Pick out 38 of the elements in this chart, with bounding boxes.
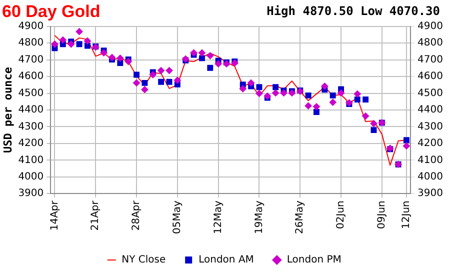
y2-tick-label: 3900 — [418, 188, 444, 200]
y2-tick-label: 4500 — [418, 88, 444, 99]
y-tick-label: 4300 — [18, 121, 44, 132]
x-tick-label: 05May — [172, 200, 184, 234]
y-tick-label: 4000 — [18, 171, 44, 182]
text: High 4870.50 Low 4070.30 — [266, 4, 440, 18]
y-tick-label: 3900 — [18, 188, 44, 200]
x-tick-label: 19May — [254, 200, 265, 234]
y2-tick-label: 4400 — [418, 104, 444, 116]
y-tick-label: 4400 — [18, 104, 44, 116]
legend-label: NY Close — [122, 254, 166, 266]
y-tick-label: 4800 — [18, 38, 44, 49]
y2-tick-label: 4200 — [418, 138, 444, 150]
y-tick-label: 4700 — [18, 54, 44, 66]
legend-label: London AM — [198, 254, 254, 266]
y2-tick-label: 4100 — [418, 154, 444, 166]
x-tick-label: 14Apr — [49, 200, 60, 231]
y-tick-label: 4100 — [18, 154, 44, 166]
y2-tick-label: 4900 — [418, 20, 444, 32]
y2-tick-label: 4800 — [418, 38, 444, 49]
y-tick-label: 4600 — [18, 71, 44, 82]
legend-label: London PM — [286, 254, 342, 266]
y-tick-label: 4500 — [18, 88, 44, 99]
y2-tick-label: 4000 — [418, 171, 444, 182]
x-tick-label: 12Jun — [401, 200, 412, 229]
x-tick-label: 21Apr — [90, 200, 102, 231]
y-tick-label: 4200 — [18, 138, 44, 150]
y2-tick-label: 4700 — [418, 54, 444, 66]
chart-title: 60 Day Gold — [2, 2, 100, 21]
x-tick-label: 28Apr — [131, 200, 142, 231]
x-tick-label: 09Jun — [376, 200, 388, 229]
y2-tick-label: 4300 — [418, 121, 444, 132]
x-tick-label: 26May — [294, 200, 306, 234]
y-axis-title: USD per ounce — [1, 66, 14, 154]
x-tick-label: 12May — [212, 200, 224, 234]
y-tick-label: 4900 — [18, 20, 44, 32]
y2-tick-label: 4600 — [418, 71, 444, 82]
x-tick-label: 02Jun — [336, 200, 347, 229]
